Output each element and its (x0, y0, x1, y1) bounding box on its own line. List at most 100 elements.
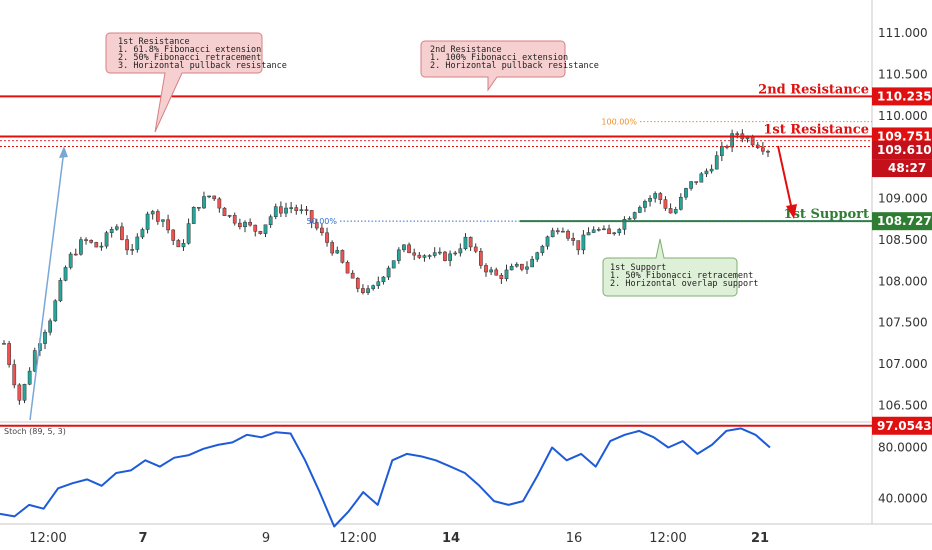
candle-body (63, 267, 68, 281)
candle-body (561, 230, 565, 233)
candle-body (58, 280, 63, 302)
price-badge-1st-support: 108.727 (877, 214, 932, 228)
candle-body (566, 230, 570, 239)
candle-body (171, 229, 176, 241)
candle-body (166, 219, 170, 231)
candle-body (120, 226, 124, 240)
time-tick-label: 9 (262, 531, 270, 546)
candle-body (463, 236, 468, 250)
candle-body (68, 253, 73, 268)
candle-body (43, 331, 47, 344)
candle-body (694, 181, 699, 183)
candle-body (437, 251, 442, 254)
candle-body (335, 250, 340, 254)
price-badge-2nd-resistance: 110.235 (877, 89, 932, 103)
note-res2-line-1: 2nd Resistance (430, 45, 502, 55)
candle-body (299, 209, 304, 211)
price-axis: 111.000 110.500 110.000 109.000 108.500 108.0… (878, 26, 928, 412)
candle-body (499, 274, 504, 279)
note-res2-line-3: 2. Horizontal pullback resistance (430, 61, 599, 71)
candle-body (99, 245, 104, 248)
level-label-1st-resistance: 1st Resistance (763, 122, 869, 137)
annotation-1st-resistance: 1st Resistance 1. 61.8% Fibonacci extens… (105, 32, 287, 133)
candle-body (150, 211, 155, 215)
candle-body (263, 224, 268, 234)
candle-body (720, 146, 724, 156)
stoch-line (0, 427, 771, 528)
time-tick-label: 21 (751, 531, 769, 546)
candle-body (617, 229, 622, 234)
candle-body (766, 150, 770, 153)
stoch-badge-bg (872, 416, 932, 435)
candle-body (643, 201, 647, 208)
candle-body (94, 242, 99, 248)
candle-body (391, 260, 396, 269)
candle-body (314, 222, 319, 229)
candle-body (232, 215, 237, 224)
candle-body (355, 277, 360, 289)
candle-body (202, 196, 206, 209)
annotation-2nd-resistance: 2nd Resistance 1. 100% Fibonacci extensi… (420, 40, 599, 92)
price-badge-2nd-resistance-bg (872, 87, 932, 106)
candle-body (155, 211, 160, 222)
candle-body (612, 232, 617, 235)
candle-body (12, 364, 17, 386)
note-res2-line-2: 1. 100% Fibonacci extension (430, 53, 568, 63)
candle-body (735, 133, 740, 135)
candle-body (222, 207, 227, 216)
note-res1-line-3: 2. 50% Fibonacci retracement (118, 53, 261, 63)
candle-body (207, 195, 211, 198)
candle-body (402, 244, 406, 251)
candle-body (591, 229, 596, 233)
candle-body (27, 370, 32, 385)
candle-body (320, 227, 324, 234)
price-badge-1st-resistance-bg (872, 127, 932, 146)
candle-body (458, 248, 463, 254)
candle-body (366, 288, 370, 293)
price-tick-label: 111.000 (878, 26, 928, 40)
candle-body (284, 207, 288, 214)
candle-body (704, 170, 709, 175)
candle-body (386, 267, 391, 278)
time-tick-label: 12:00 (339, 531, 376, 546)
down-arrow (777, 145, 793, 211)
candle-body (417, 254, 422, 258)
candle-body (571, 238, 576, 241)
note-res1-line-1: 1st Resistance (118, 37, 190, 47)
level-label-1st-support: 1st Support (784, 207, 869, 222)
fib-label: 50.00% (306, 217, 337, 226)
price-tick-label: 108.000 (878, 274, 928, 288)
candle-body (586, 232, 591, 236)
candle-body (268, 216, 273, 225)
candle-body (227, 215, 232, 217)
price-tick-label: 107.500 (878, 316, 928, 330)
countdown-badge: 48:27 (888, 161, 926, 175)
candle-body (525, 266, 529, 270)
price-tick-label: 110.500 (878, 67, 928, 81)
price-tick-label: 108.500 (878, 233, 928, 247)
candle-body (196, 206, 201, 209)
stoch-level-badge: 97.0543 (877, 419, 932, 433)
candle-body (432, 252, 437, 256)
candle-body (535, 252, 540, 260)
time-tick-label: 16 (566, 531, 583, 546)
candle-body (273, 206, 278, 217)
candle-body (125, 239, 129, 251)
candle-body (304, 209, 309, 211)
candle-body (658, 193, 663, 200)
price-tick-label: 107.000 (878, 357, 928, 371)
price-badge-1st-support-bg (872, 212, 932, 231)
stoch-label: Stoch (89, 5, 3) (4, 427, 66, 436)
candle-body (361, 288, 365, 293)
up-trend-arrow (29, 149, 65, 421)
candle-body (453, 252, 458, 255)
candle-body (376, 281, 381, 286)
candle-body (412, 252, 417, 256)
up-trend-arrowhead (59, 146, 68, 158)
candle-body (443, 251, 447, 261)
candle-body (253, 224, 258, 232)
candle-body (550, 230, 555, 238)
candle-body (540, 245, 545, 253)
candle-body (181, 243, 186, 248)
candle-body (479, 250, 483, 266)
